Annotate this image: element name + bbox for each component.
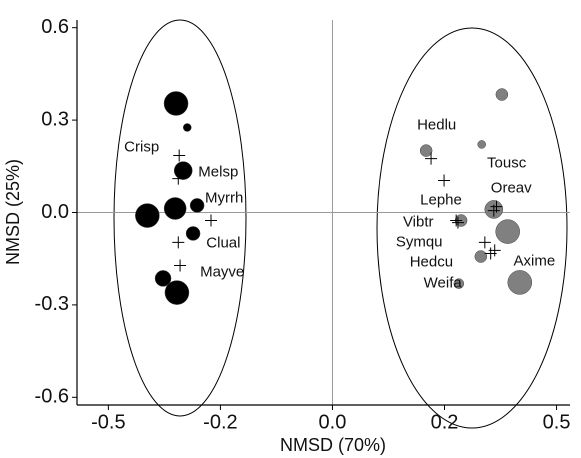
- species-cross: [172, 236, 185, 249]
- species-label: Symqu: [396, 233, 443, 250]
- site-point: [474, 250, 488, 263]
- site-point: [164, 280, 190, 305]
- species-cross: [450, 214, 463, 227]
- x-axis-title: NMSD (70%): [280, 435, 386, 455]
- species-cross: [484, 247, 497, 260]
- species-label: Axime: [513, 253, 555, 270]
- species-label: Oreav: [491, 180, 532, 197]
- species-cross: [438, 174, 451, 187]
- species-cross: [173, 149, 186, 162]
- y-tick-label: -0.6: [35, 386, 69, 408]
- species-label: Vibtr: [403, 214, 434, 231]
- species-cross: [478, 236, 491, 249]
- species-label: Hedlu: [417, 117, 456, 134]
- species-label: Melsp: [198, 164, 238, 181]
- y-tick-label: 0.0: [41, 201, 69, 223]
- site-point: [163, 197, 187, 220]
- site-point: [163, 91, 189, 116]
- y-axis-title: NMSD (25%): [3, 159, 23, 265]
- y-tick-label: 0.6: [41, 16, 69, 38]
- x-tick-label: 0.0: [319, 411, 347, 433]
- site-point: [495, 88, 509, 101]
- species-label: Hedcu: [410, 253, 453, 270]
- site-point: [189, 198, 205, 213]
- x-tick-label: 0.5: [543, 411, 571, 433]
- species-cross: [205, 214, 218, 227]
- site-point: [135, 203, 160, 228]
- group-ellipse: [113, 19, 247, 417]
- site-point: [173, 161, 193, 180]
- group-ellipse: [376, 27, 568, 429]
- species-cross: [174, 259, 187, 272]
- species-label: Myrrh: [205, 189, 243, 206]
- species-label: Weifa: [424, 274, 463, 291]
- site-point: [185, 226, 201, 241]
- site-point: [183, 123, 192, 132]
- x-tick-label: 0.2: [431, 411, 459, 433]
- species-cross: [425, 152, 438, 165]
- x-tick-label: -0.5: [91, 411, 125, 433]
- site-point: [154, 270, 172, 287]
- species-label: Crisp: [124, 138, 159, 155]
- species-label: Lephe: [420, 191, 462, 208]
- species-label: Clual: [206, 234, 240, 251]
- species-label: Tousc: [487, 154, 527, 171]
- site-point: [495, 219, 520, 244]
- y-tick-label: -0.3: [35, 293, 69, 315]
- site-point: [507, 270, 533, 295]
- x-tick-label: -0.2: [203, 411, 237, 433]
- species-cross: [172, 172, 185, 185]
- species-cross: [451, 216, 464, 229]
- site-point: [419, 144, 433, 157]
- site-point: [477, 140, 486, 149]
- y-tick-label: 0.3: [41, 108, 69, 130]
- species-cross: [490, 200, 503, 213]
- site-point: [453, 278, 465, 289]
- species-label: Mayve: [200, 263, 244, 280]
